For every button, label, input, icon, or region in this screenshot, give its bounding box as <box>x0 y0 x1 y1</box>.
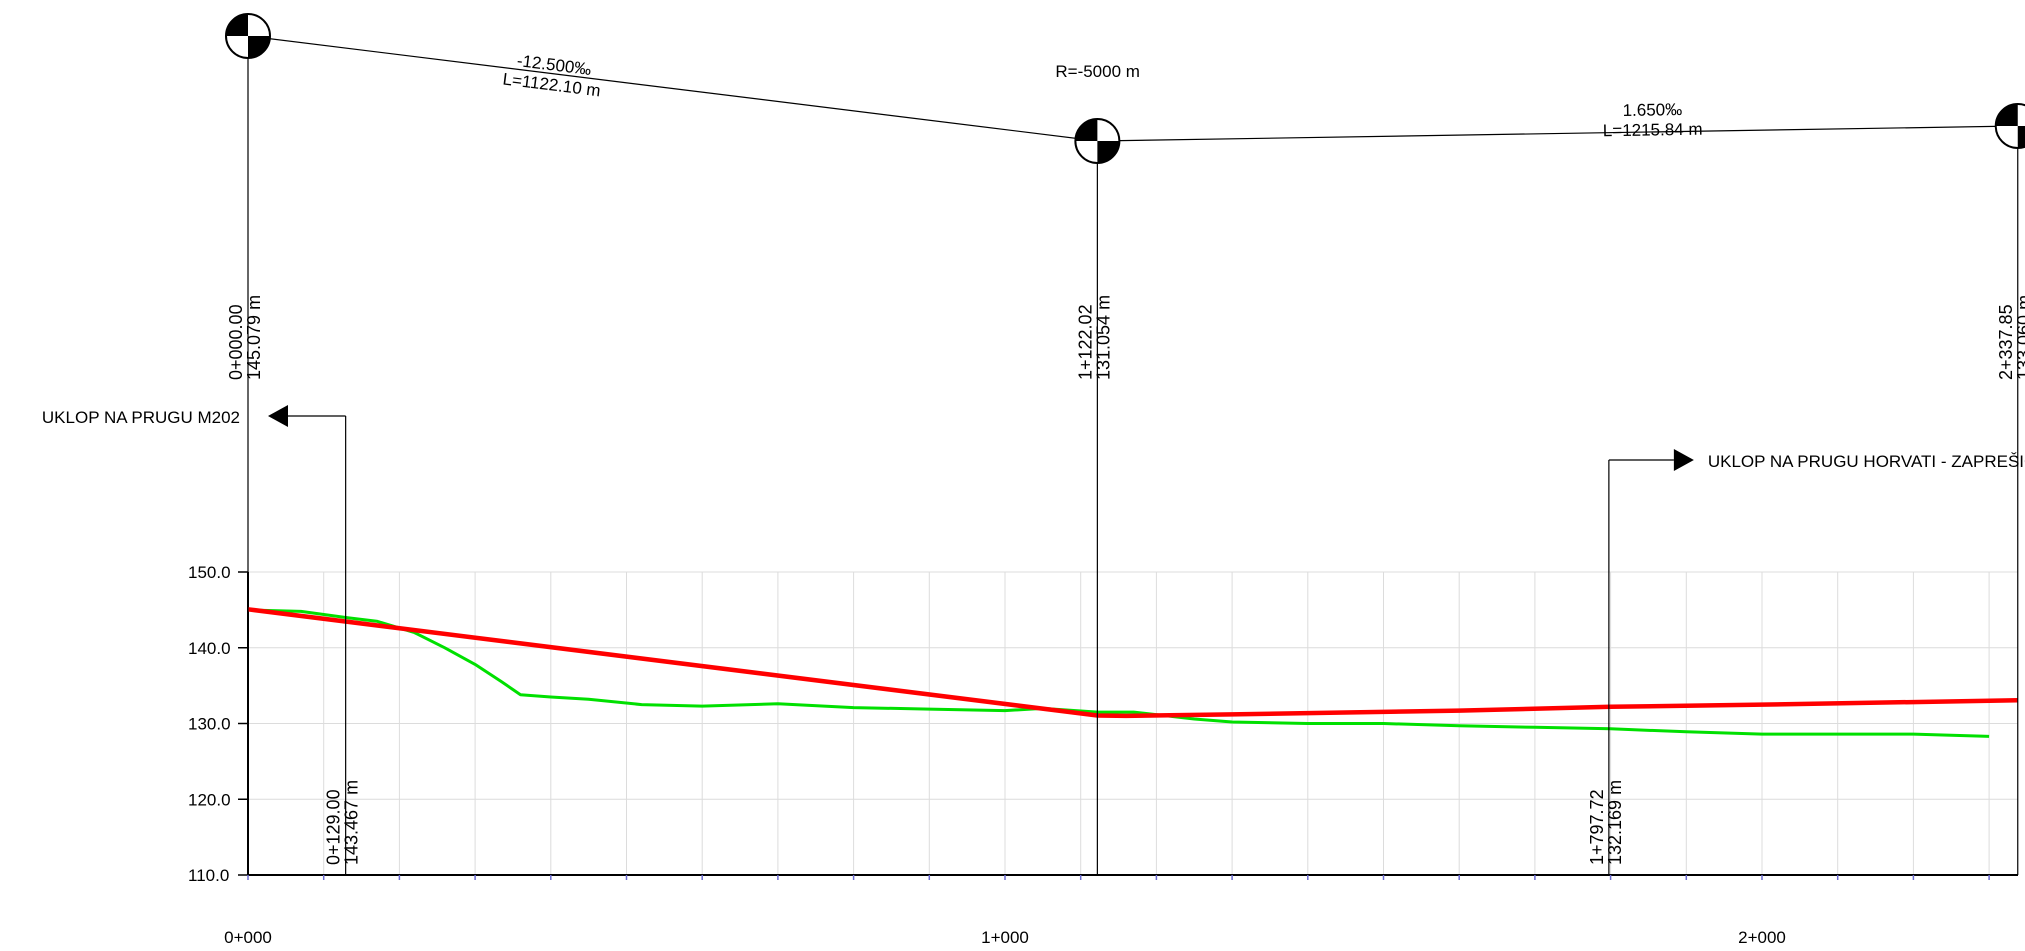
y-tick-label: 150.0 <box>188 563 231 582</box>
x-tick-label: 2+000 <box>1738 928 1786 947</box>
pvi-elevation-label: 145.079 m <box>244 295 264 380</box>
y-tick-label: 140.0 <box>188 639 231 658</box>
pvi-symbol <box>1994 103 2025 149</box>
pvi-station-label: 2+337.85 <box>1996 304 2016 380</box>
pvi-station-label: 0+000.00 <box>226 304 246 380</box>
pvi-quadrant <box>1097 141 1120 163</box>
x-tick-label: 1+000 <box>981 928 1029 947</box>
existing-ground-line <box>247 608 1990 738</box>
pvi-symbol <box>225 13 271 59</box>
junction-label: UKLOP NA PRUGU M202 <box>42 408 240 427</box>
junction-station-label: 0+129.00 <box>324 789 344 865</box>
y-tick-label: 130.0 <box>188 715 231 734</box>
pvi-symbol <box>1074 118 1121 164</box>
grade-length-label: L=1215.84 m <box>1603 120 1703 141</box>
y-tick-label: 110.0 <box>188 866 229 885</box>
pvi-elevation-label: 133.060 m <box>2014 295 2025 380</box>
x-tick-label: 0+000 <box>224 928 272 947</box>
pvi-elevation-label: 131.054 m <box>1093 295 1113 380</box>
profile-lines <box>247 607 2018 738</box>
axes: 150.0 140.0 130.0 120.0 110.0 0+000 1+000 2+000 <box>188 563 2018 947</box>
pvi-station-label: 1+122.02 <box>1075 304 1095 380</box>
pvi-quadrant <box>226 14 248 36</box>
arrow-right-icon <box>1673 449 1694 471</box>
pvi-quadrant <box>2017 126 2025 148</box>
curve-radius-label: R=-5000 m <box>1055 62 1140 81</box>
junction-elevation-label: 143.467 m <box>342 780 362 865</box>
pvi-quadrant <box>1075 119 1098 141</box>
proposed-grade-line <box>247 607 2018 719</box>
pvi-quadrant <box>1995 104 2018 126</box>
arrow-left-icon <box>268 405 288 427</box>
junction-station-label: 1+797.72 <box>1587 789 1607 865</box>
junction-label: UKLOP NA PRUGU HORVATI - ZAPREŠIĆ <box>1708 452 2025 471</box>
junction-elevation-label: 132.169 m <box>1605 780 1625 865</box>
pvi-quadrant <box>248 36 270 58</box>
grid <box>247 571 2018 876</box>
grade-percent-label: 1.650‰ <box>1622 100 1682 120</box>
y-tick-label: 120.0 <box>188 790 231 809</box>
